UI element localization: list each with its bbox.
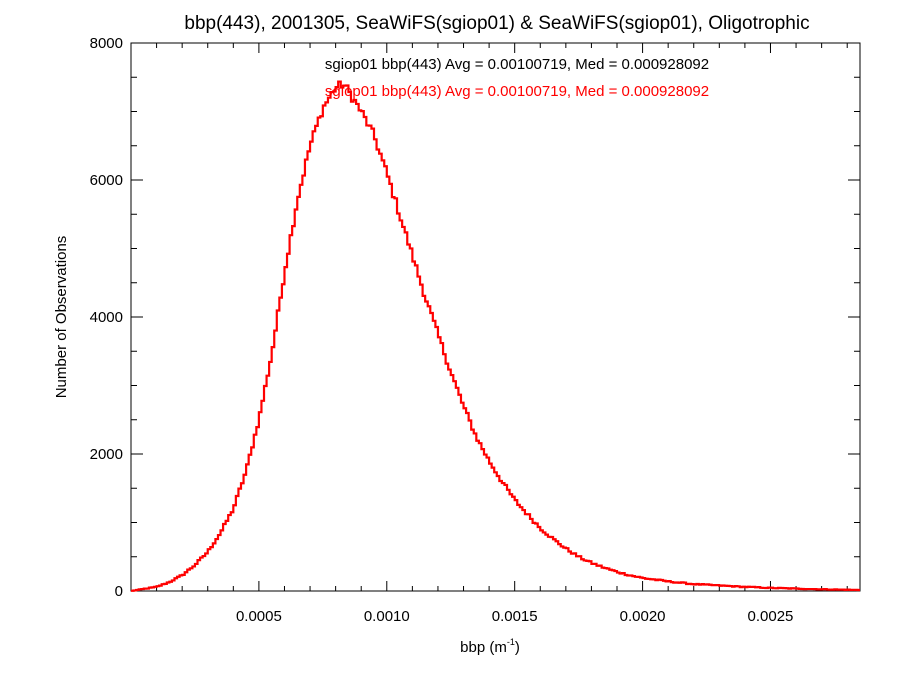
x-tick-label: 0.0015 [492,608,538,625]
y-axis-ticks: 0 2000 4000 6000 8000 [90,35,860,600]
y-tick-label: 2000 [90,446,123,463]
plot-frame [130,42,861,592]
y-tick-label: 8000 [90,35,123,52]
y-axis-label-group: Number of Observations [53,236,70,399]
stats-annotation-0: sgiop01 bbp(443) Avg = 0.00100719, Med =… [325,56,709,73]
series-layer [131,80,860,592]
y-tick-label: 4000 [90,309,123,326]
x-tick-label: 0.0010 [364,608,410,625]
x-axis-label-exponent: -1 [507,637,515,647]
x-axis-ticks: 0.0005 0.0010 0.0015 0.0020 0.0025 [156,43,848,625]
stats-annotation-1: sgiop01 bbp(443) Avg = 0.00100719, Med =… [325,83,709,100]
y-tick-label: 6000 [90,172,123,189]
y-axis-label: Number of Observations [53,236,70,399]
y-tick-label: 0 [115,583,123,600]
chart-title: bbp(443), 2001305, SeaWiFS(sgiop01) & Se… [184,13,809,34]
x-axis-label-base: bbp (m [460,639,507,656]
histogram-series-0 [131,80,860,592]
x-axis-label-close: ) [515,639,520,656]
x-tick-label: 0.0025 [748,608,794,625]
x-axis-label: bbp (m-1) [460,637,520,656]
x-tick-label: 0.0005 [236,608,282,625]
x-tick-label: 0.0020 [620,608,666,625]
annotations: sgiop01 bbp(443) Avg = 0.00100719, Med =… [325,56,709,100]
